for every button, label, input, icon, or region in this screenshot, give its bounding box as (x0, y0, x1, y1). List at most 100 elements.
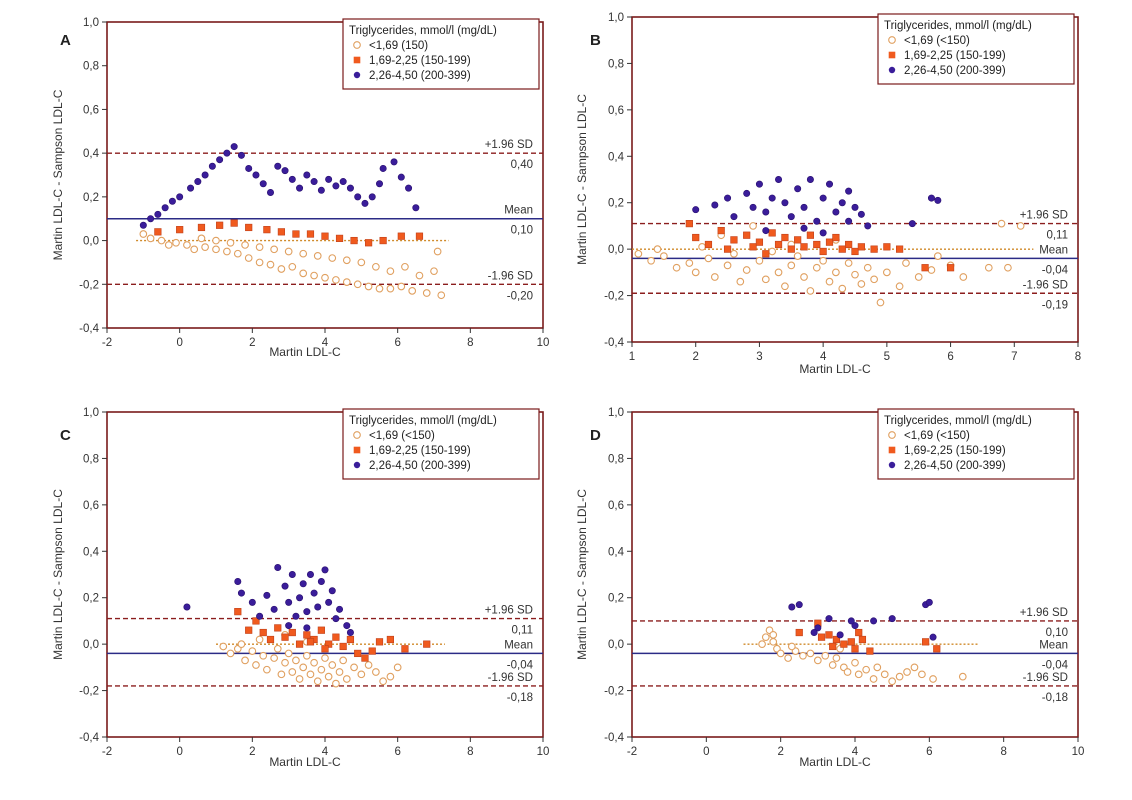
point-mid-tg (704, 240, 713, 249)
point-high-tg (787, 213, 795, 221)
point-low-tg (832, 268, 840, 277)
point-mid-tg (781, 233, 789, 242)
point-low-tg (660, 252, 668, 260)
point-high-tg (724, 194, 732, 202)
y-tick-label: 0,8 (83, 453, 99, 465)
x-axis-label: Martin LDL-C (269, 345, 341, 359)
point-low-tg (813, 656, 822, 665)
legend-marker-low-tg (888, 36, 896, 44)
point-high-tg (813, 217, 821, 225)
point-mid-tg (415, 232, 424, 240)
point-mid-tg (423, 640, 431, 648)
x-tick-label: 8 (467, 337, 473, 349)
point-high-tg (234, 577, 242, 585)
point-high-tg (800, 224, 808, 232)
point-mid-tg (252, 617, 260, 625)
y-tick-label: -0,2 (79, 279, 99, 291)
point-high-tg (788, 603, 796, 611)
legend-entry: <1,69 (<150) (904, 430, 970, 442)
upper-sd-value: 0,11 (1046, 230, 1068, 242)
point-low-tg (787, 642, 796, 651)
point-low-tg (372, 262, 380, 271)
legend: Triglycerides, mmol/l (mg/dL) <1,69 (<150… (877, 13, 1075, 85)
point-low-tg (736, 277, 745, 286)
point-low-tg (321, 654, 329, 662)
point-low-tg (784, 654, 792, 662)
point-low-tg (422, 289, 431, 297)
lower-sd-label: -1.96 SD (1023, 279, 1068, 291)
lower-sd-label: -1.96 SD (488, 672, 533, 684)
point-low-tg (742, 266, 751, 274)
legend-entry: <1,69 (<150) (369, 430, 435, 442)
x-tick-label: 10 (537, 746, 550, 758)
point-low-tg (1004, 263, 1012, 272)
point-low-tg (375, 284, 384, 293)
upper-sd-label: +1.96 SD (485, 605, 533, 617)
point-high-tg (317, 577, 325, 585)
point-mid-tg (883, 243, 891, 251)
point-high-tg (361, 199, 369, 207)
point-low-tg (277, 265, 286, 273)
point-low-tg (357, 258, 366, 267)
point-high-tg (168, 197, 176, 205)
point-low-tg (758, 640, 766, 648)
point-high-tg (139, 221, 147, 229)
point-low-tg (433, 247, 442, 256)
legend: Triglycerides, mmol/l (mg/dL) <1,69 (<150… (342, 408, 540, 480)
point-mid-tg (230, 219, 238, 227)
point-low-tg (821, 651, 830, 660)
mean-label: Mean (504, 639, 533, 651)
upper-sd-label: +1.96 SD (485, 139, 533, 151)
y-axis-label: Martin LDL-C - Sampson LDL-C (575, 94, 589, 265)
point-low-tg (212, 245, 220, 254)
point-high-tg (781, 199, 789, 207)
point-mid-tg (762, 250, 770, 258)
point-high-tg (274, 162, 282, 170)
lower-sd-label: -1.96 SD (1023, 672, 1068, 684)
point-low-tg (895, 282, 904, 291)
point-low-tg (241, 241, 249, 249)
point-high-tg (303, 624, 311, 632)
point-low-tg (984, 263, 993, 272)
point-mid-tg (946, 264, 955, 272)
legend-entry: 2,26-4,50 (200-399) (369, 460, 471, 472)
point-low-tg (806, 287, 815, 295)
point-low-tg (288, 262, 297, 271)
point-mid-tg (306, 230, 315, 238)
lower-sd-value: -0,18 (507, 692, 533, 704)
point-high-tg (851, 203, 859, 211)
lower-sd-label: -1.96 SD (488, 270, 533, 282)
panel-label: C (60, 427, 71, 444)
point-mid-tg (819, 247, 827, 256)
x-tick-label: -2 (102, 337, 112, 349)
point-low-tg (776, 649, 785, 658)
point-high-tg (147, 215, 155, 223)
point-low-tg (270, 245, 278, 254)
point-mid-tg (717, 226, 725, 235)
point-mid-tg (768, 229, 776, 237)
y-tick-label: -0,4 (79, 732, 99, 744)
y-tick-label: 0,2 (608, 593, 624, 605)
data-points (634, 176, 1025, 307)
point-low-tg (324, 672, 333, 681)
x-tick-label: 8 (467, 746, 473, 758)
point-low-tg (793, 252, 802, 260)
point-high-tg (256, 612, 264, 620)
point-high-tg (346, 629, 354, 637)
point-high-tg (288, 175, 296, 183)
x-tick-label: -2 (102, 746, 112, 758)
point-low-tg (379, 677, 387, 686)
point-low-tg (244, 254, 253, 262)
point-high-tg (299, 580, 307, 588)
point-low-tg (328, 661, 337, 669)
point-low-tg (146, 234, 155, 243)
point-mid-tg (274, 624, 282, 632)
point-low-tg (876, 298, 885, 307)
point-high-tg (397, 173, 405, 181)
point-high-tg (208, 162, 216, 170)
point-low-tg (241, 656, 249, 665)
point-high-tg (288, 570, 296, 578)
point-mid-tg (350, 236, 358, 245)
y-tick-label: 0,4 (608, 546, 625, 558)
point-low-tg (927, 266, 936, 274)
